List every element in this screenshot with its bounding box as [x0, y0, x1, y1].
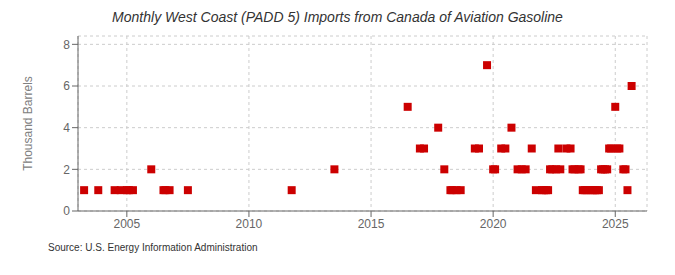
svg-text:2020: 2020	[480, 217, 507, 231]
svg-text:2005: 2005	[113, 217, 140, 231]
svg-text:2: 2	[63, 163, 70, 177]
svg-text:Thousand Barrels: Thousand Barrels	[21, 76, 35, 171]
html-text:Monthly West Coast (PADD 5) Im: Monthly West Coast (PADD 5) Imports from…	[112, 9, 563, 25]
svg-text:4: 4	[63, 121, 70, 135]
svg-text:0: 0	[63, 204, 70, 218]
html-text:Source: U.S. Energy Informatio: Source: U.S. Energy Information Administ…	[48, 242, 258, 253]
svg-text:2025: 2025	[602, 217, 629, 231]
svg-text:6: 6	[63, 79, 70, 93]
svg-text:2015: 2015	[358, 217, 385, 231]
svg-text:2010: 2010	[236, 217, 263, 231]
svg-text:8: 8	[63, 38, 70, 52]
